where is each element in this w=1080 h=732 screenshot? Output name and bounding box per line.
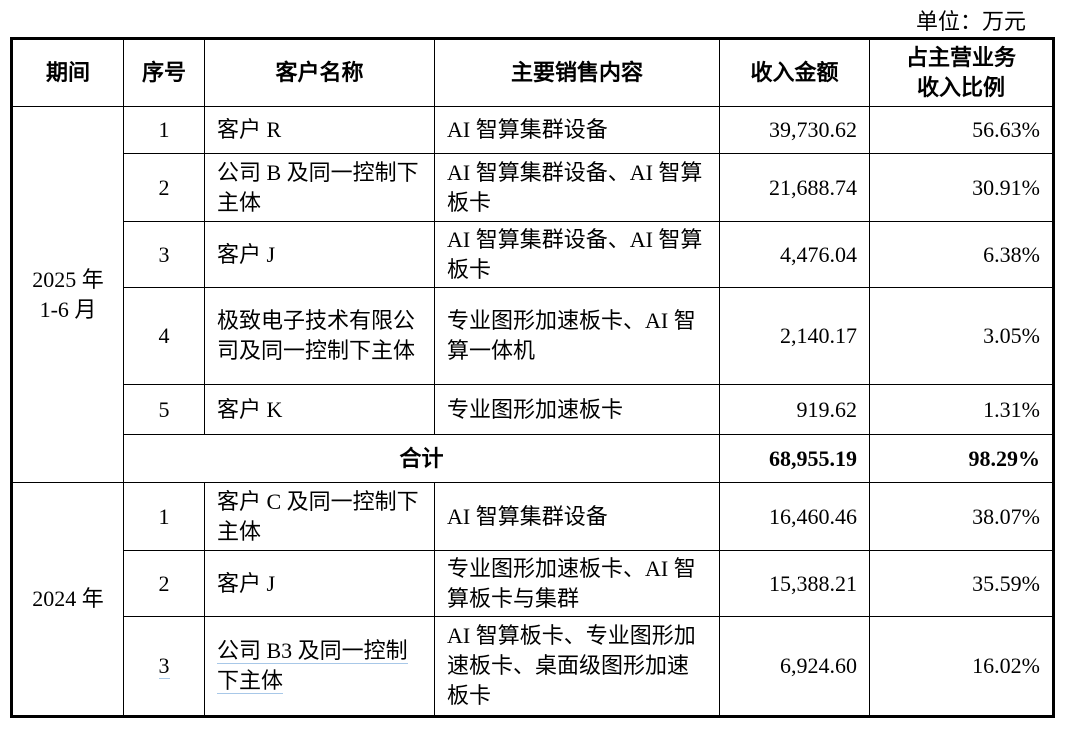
header-customer: 客户名称 bbox=[204, 38, 435, 107]
row-content: AI 智算集群设备 bbox=[434, 106, 720, 154]
table-row: 3 客户 J AI 智算集群设备、AI 智算板卡 4,476.04 6.38% bbox=[12, 221, 1054, 288]
table-row: 5 客户 K 专业图形加速板卡 919.62 1.31% bbox=[12, 384, 1054, 435]
row-no: 5 bbox=[123, 384, 205, 435]
header-ratio: 占主营业务收入比例 bbox=[869, 38, 1054, 107]
total-row: 合计 68,955.19 98.29% bbox=[12, 434, 1054, 483]
row-amount: 4,476.04 bbox=[719, 221, 870, 288]
row-amount: 39,730.62 bbox=[719, 106, 870, 154]
row-no: 3 bbox=[123, 221, 205, 288]
row-content: 专业图形加速板卡、AI 智算板卡与集群 bbox=[434, 550, 720, 617]
row-amount: 21,688.74 bbox=[719, 153, 870, 222]
row-customer: 公司 B 及同一控制下主体 bbox=[204, 153, 435, 222]
top-customers-table: 期间 序号 客户名称 主要销售内容 收入金额 占主营业务收入比例 2025 年 … bbox=[10, 37, 1055, 718]
table-row: 2 公司 B 及同一控制下主体 AI 智算集群设备、AI 智算板卡 21,688… bbox=[12, 153, 1054, 222]
row-content: AI 智算集群设备 bbox=[434, 482, 720, 551]
row-content: AI 智算板卡、专业图形加速板卡、桌面级图形加速板卡 bbox=[434, 616, 720, 717]
row-customer: 公司 B3 及同一控制下主体 bbox=[204, 616, 435, 717]
row-ratio: 56.63% bbox=[869, 106, 1054, 154]
row-no: 2 bbox=[123, 550, 205, 617]
header-period: 期间 bbox=[11, 38, 124, 107]
table-row: 2025 年 1-6 月 1 客户 R AI 智算集群设备 39,730.62 … bbox=[11, 106, 1054, 483]
total-amount: 68,955.19 bbox=[719, 434, 870, 483]
row-ratio: 3.05% bbox=[869, 287, 1054, 385]
period-cell: 2024 年 bbox=[11, 482, 124, 717]
row-amount: 2,140.17 bbox=[719, 287, 870, 385]
unit-label: 单位：万元 bbox=[915, 9, 1026, 34]
row-ratio: 38.07% bbox=[869, 482, 1054, 551]
row-no-text: 3 bbox=[158, 653, 170, 679]
row-amount: 15,388.21 bbox=[719, 550, 870, 617]
row-no: 1 bbox=[123, 482, 205, 551]
row-ratio: 1.31% bbox=[869, 384, 1054, 435]
row-customer: 客户 C 及同一控制下主体 bbox=[204, 482, 435, 551]
row-no: 1 bbox=[123, 106, 205, 154]
row-content: 专业图形加速板卡 bbox=[434, 384, 720, 435]
row-customer: 客户 J bbox=[204, 550, 435, 617]
table-row: 4 极致电子技术有限公司及同一控制下主体 专业图形加速板卡、AI 智算一体机 2… bbox=[12, 287, 1054, 385]
row-content: 专业图形加速板卡、AI 智算一体机 bbox=[434, 287, 720, 385]
row-ratio: 30.91% bbox=[869, 153, 1054, 222]
row-customer: 客户 K bbox=[204, 384, 435, 435]
table-row: 2024 年 1 客户 C 及同一控制下主体 AI 智算集群设备 16,460.… bbox=[11, 482, 1054, 717]
row-ratio: 16.02% bbox=[869, 616, 1054, 717]
row-customer: 客户 R bbox=[204, 106, 435, 154]
row-customer: 极致电子技术有限公司及同一控制下主体 bbox=[204, 287, 435, 385]
row-no: 2 bbox=[123, 153, 205, 222]
table-row: 3 公司 B3 及同一控制下主体 AI 智算板卡、专业图形加速板卡、桌面级图形加… bbox=[12, 616, 1054, 717]
row-no: 3 bbox=[123, 616, 205, 717]
header-amount: 收入金额 bbox=[719, 38, 870, 107]
row-no: 4 bbox=[123, 287, 205, 385]
total-ratio: 98.29% bbox=[869, 434, 1054, 483]
row-ratio: 35.59% bbox=[869, 550, 1054, 617]
row-content: AI 智算集群设备、AI 智算板卡 bbox=[434, 221, 720, 288]
period-cell: 2025 年 1-6 月 bbox=[11, 106, 124, 483]
row-amount: 6,924.60 bbox=[719, 616, 870, 717]
table-row: 2 客户 J 专业图形加速板卡、AI 智算板卡与集群 15,388.21 35.… bbox=[12, 550, 1054, 617]
header-no: 序号 bbox=[123, 38, 205, 107]
row-amount: 919.62 bbox=[719, 384, 870, 435]
header-row: 期间 序号 客户名称 主要销售内容 收入金额 占主营业务收入比例 bbox=[11, 38, 1054, 107]
header-content: 主要销售内容 bbox=[434, 38, 720, 107]
row-content: AI 智算集群设备、AI 智算板卡 bbox=[434, 153, 720, 222]
row-amount: 16,460.46 bbox=[719, 482, 870, 551]
row-customer: 客户 J bbox=[204, 221, 435, 288]
row-ratio: 6.38% bbox=[869, 221, 1054, 288]
total-label: 合计 bbox=[123, 434, 720, 483]
row-customer-text: 公司 B3 及同一控制下主体 bbox=[217, 638, 408, 694]
